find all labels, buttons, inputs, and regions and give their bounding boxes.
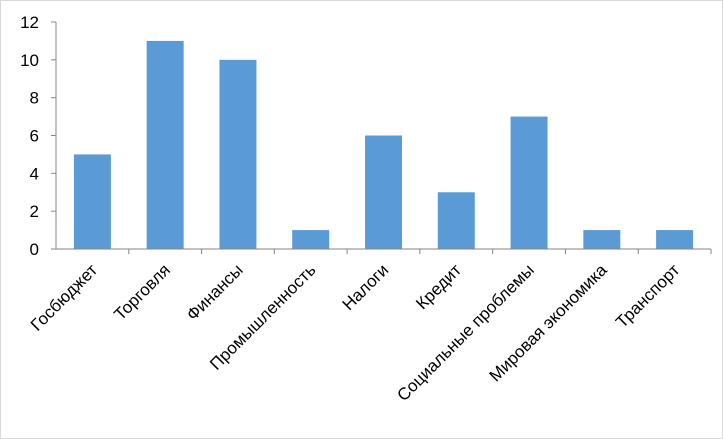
x-tick-label: Социальные проблемы bbox=[393, 260, 538, 405]
x-tick-label: Кредит bbox=[412, 260, 465, 313]
x-tick-label: Торговля bbox=[110, 260, 174, 324]
y-tick-label: 2 bbox=[30, 202, 39, 221]
x-tick-label: Транспорт bbox=[612, 260, 683, 331]
y-tick-label: 8 bbox=[30, 89, 39, 108]
bar-1 bbox=[73, 154, 111, 249]
bar-5 bbox=[365, 135, 402, 249]
bar-8 bbox=[583, 230, 621, 249]
y-axis: 0 2 4 6 8 10 12 bbox=[20, 13, 57, 259]
bar-2 bbox=[146, 40, 184, 249]
bar-6 bbox=[437, 192, 475, 249]
y-tick-label: 10 bbox=[20, 51, 39, 70]
x-tick-label: Госбюджет bbox=[27, 260, 101, 334]
bar-4 bbox=[292, 230, 330, 249]
x-tick-label: Финансы bbox=[183, 260, 247, 324]
x-tick-label: Мировая экономика bbox=[486, 260, 611, 385]
x-tick-label: Налоги bbox=[339, 260, 393, 314]
bar-3 bbox=[219, 59, 257, 249]
y-tick-label: 6 bbox=[30, 127, 39, 146]
y-tick-label: 12 bbox=[20, 13, 39, 32]
bar-7 bbox=[510, 116, 548, 249]
bar-9 bbox=[656, 230, 694, 249]
y-tick-label: 0 bbox=[30, 240, 39, 259]
y-tick-label: 4 bbox=[30, 164, 39, 183]
bars bbox=[73, 40, 694, 249]
